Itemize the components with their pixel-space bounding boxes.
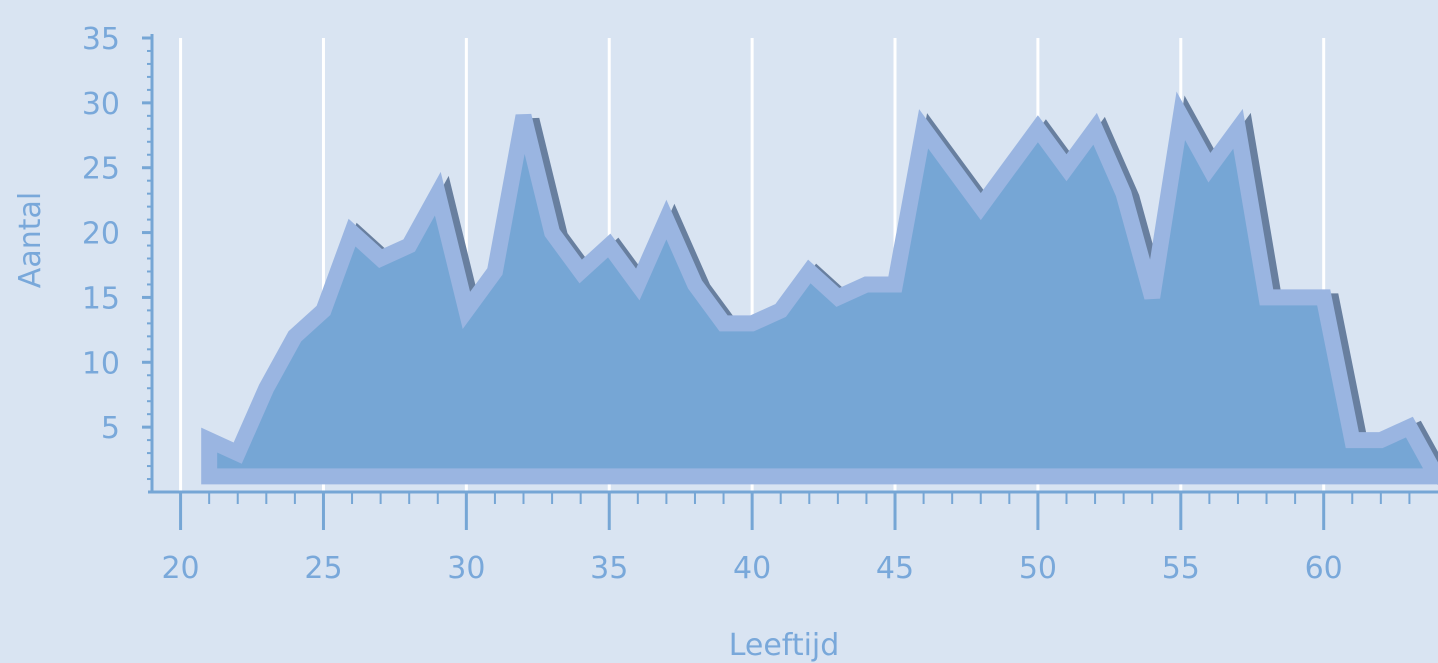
x-tick-label-35: 35 [590,551,628,586]
x-tick-label-40: 40 [733,551,771,586]
y-axis-title: Aantal [13,192,48,288]
y-tick-label-15: 15 [82,281,120,316]
x-axis-title: Leeftijd [729,628,840,663]
y-tick-label-5: 5 [101,411,120,446]
y-tick-label-30: 30 [82,87,120,122]
x-tick-label-45: 45 [876,551,914,586]
y-tick-label-25: 25 [82,152,120,187]
tick-labels: 5 10 15 20 25 30 35 20 25 30 35 40 45 50 55 60 [82,22,1343,586]
x-tick-label-50: 50 [1019,551,1057,586]
series-area [201,91,1438,486]
x-tick-label-20: 20 [161,551,199,586]
series-outline [201,91,1438,485]
x-tick-label-25: 25 [304,551,342,586]
y-tick-label-20: 20 [82,217,120,252]
x-tick-label-55: 55 [1162,551,1200,586]
y-tick-label-10: 10 [82,346,120,381]
y-tick-label-35: 35 [82,22,120,57]
series-area-fill [209,115,1438,479]
x-tick-label-30: 30 [447,551,485,586]
x-tick-label-60: 60 [1305,551,1343,586]
axes [142,34,1438,530]
